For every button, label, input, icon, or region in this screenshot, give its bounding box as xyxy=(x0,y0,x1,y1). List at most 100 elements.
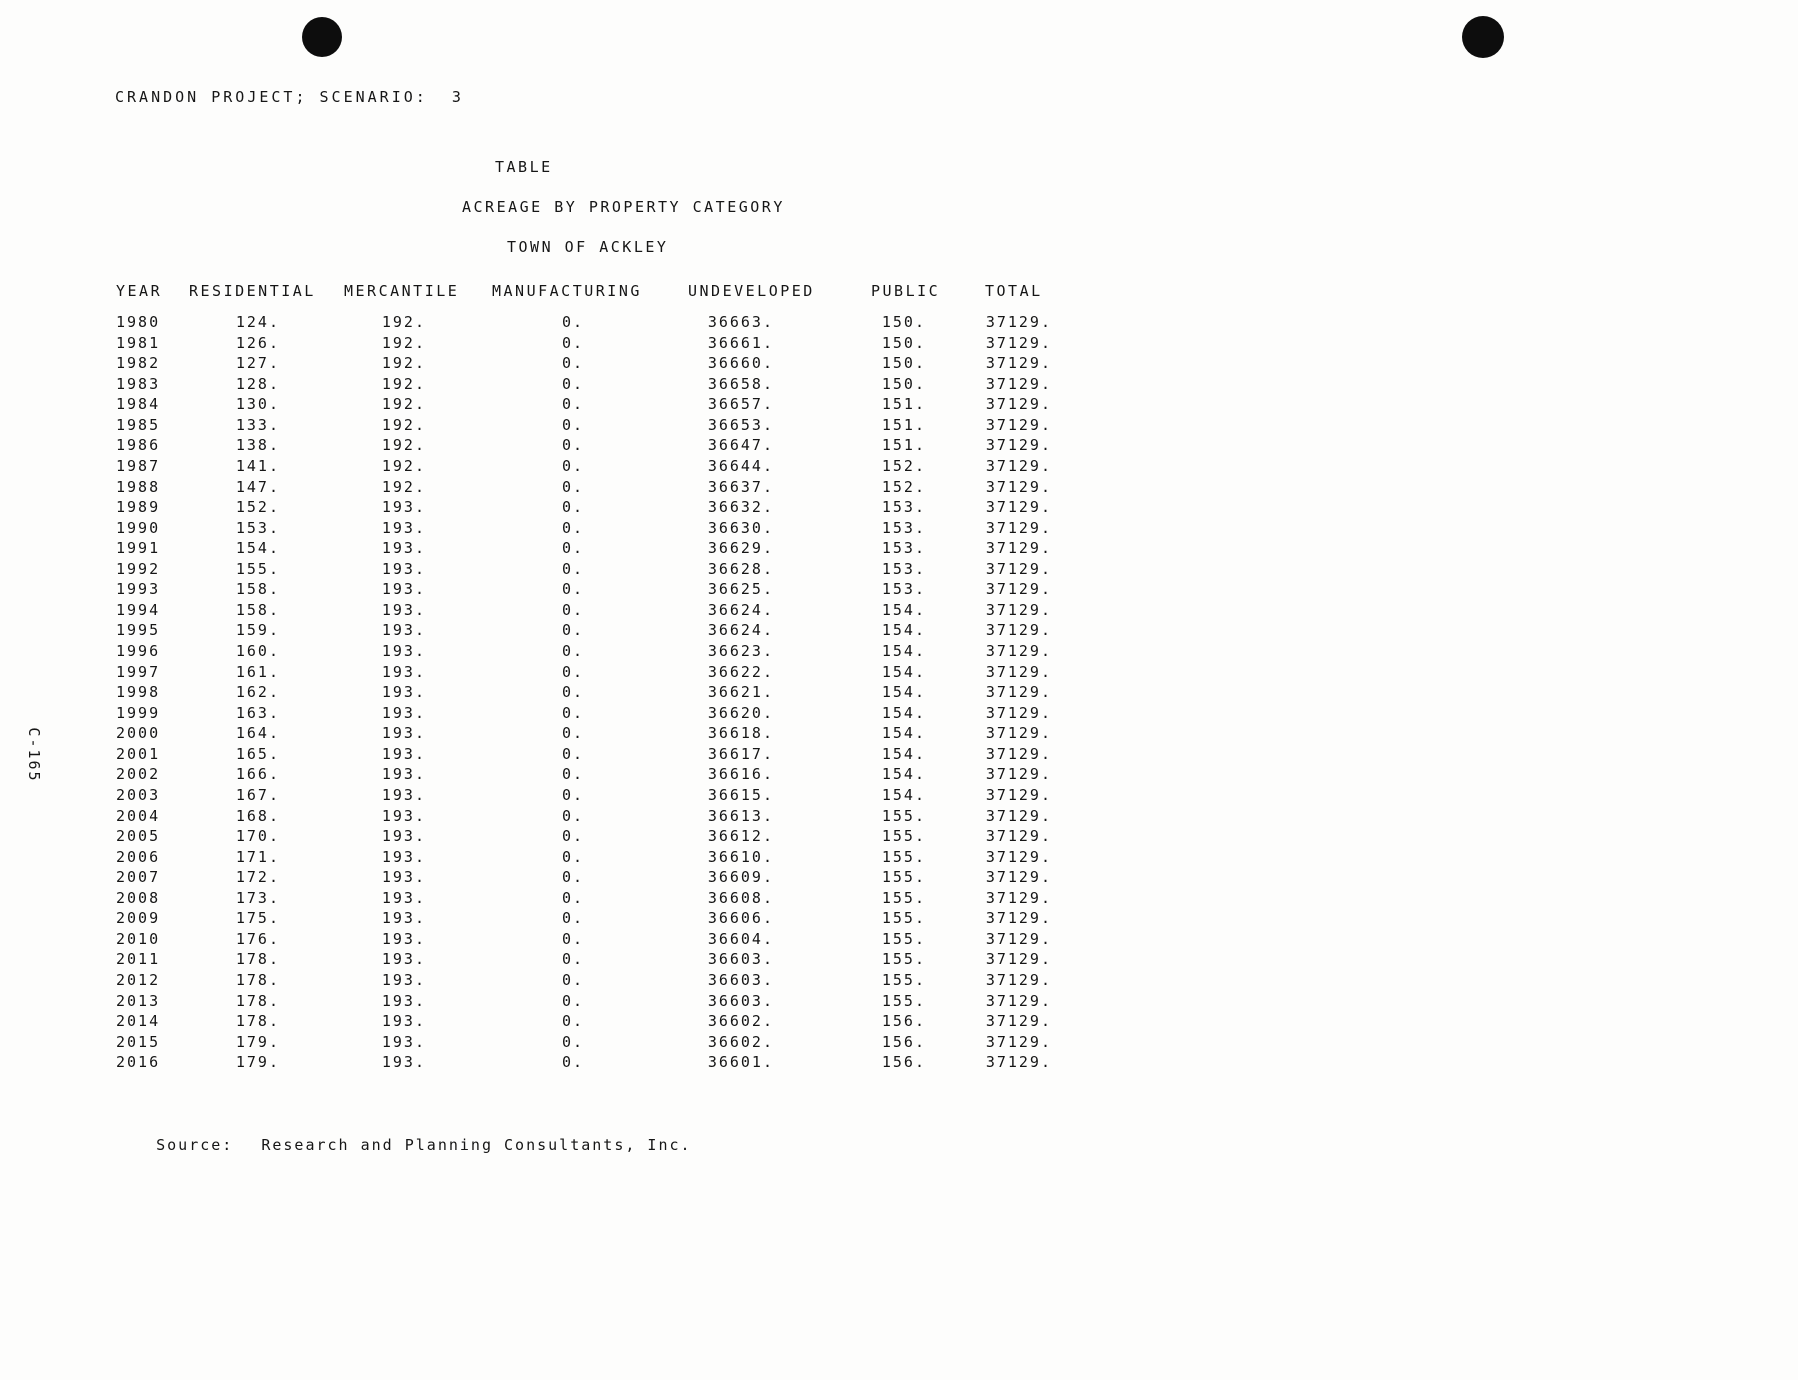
table-cell: 36632. xyxy=(707,498,774,517)
table-cell: 156. xyxy=(881,1012,926,1031)
table-row: 2014 178. 193. 0. 36602. 156. 37129. xyxy=(0,1011,1100,1032)
table-cell: 0. xyxy=(561,991,584,1010)
table-cell: 36615. xyxy=(707,785,774,804)
table-cell: 0. xyxy=(561,929,584,948)
table-cell: 37129. xyxy=(985,518,1052,537)
column-header-public: PUBLIC xyxy=(871,282,941,300)
table-cell: 0. xyxy=(561,313,584,331)
table-cell: 152. xyxy=(235,498,280,517)
table-cell: 0. xyxy=(561,559,584,578)
table-cell: 158. xyxy=(235,580,280,599)
table-cell: 158. xyxy=(235,600,280,619)
document-header-line: CRANDON PROJECT; SCENARIO: 3 xyxy=(115,88,464,106)
table-row: 1986 138. 192. 0. 36647. 151. 37129. xyxy=(0,435,1100,456)
table-cell: 162. xyxy=(235,683,280,702)
table-cell: 37129. xyxy=(985,806,1052,825)
table-cell: 0. xyxy=(561,354,584,373)
table-cell: 37129. xyxy=(985,971,1052,989)
table-cell: 155. xyxy=(881,929,926,948)
table-cell: 0. xyxy=(561,744,584,763)
table-cell: 37129. xyxy=(985,991,1052,1010)
table-cell: 37129. xyxy=(985,847,1052,866)
table-cell: 2000 xyxy=(116,724,161,743)
table-cell: 155. xyxy=(881,991,926,1010)
table-row: 1985 133. 192. 0. 36653. 151. 37129. xyxy=(0,415,1100,436)
table-cell: 153. xyxy=(235,518,280,537)
table-cell: 1989 xyxy=(116,498,161,517)
table-cell: 151. xyxy=(881,395,926,414)
column-header-mercantile: MERCANTILE xyxy=(344,282,460,300)
table-cell: 1999 xyxy=(116,703,161,722)
table-cell: 193. xyxy=(381,1012,426,1031)
table-cell: 36637. xyxy=(707,477,774,496)
table-cell: 193. xyxy=(381,971,426,989)
table-cell: 193. xyxy=(381,909,426,928)
table-cell: 2015 xyxy=(116,1032,161,1051)
table-cell: 0. xyxy=(561,703,584,722)
table-cell: 159. xyxy=(235,621,280,640)
table-cell: 126. xyxy=(235,333,280,352)
table-cell: 193. xyxy=(381,744,426,763)
table-cell: 36660. xyxy=(707,354,774,373)
table-cell: 36647. xyxy=(707,436,774,455)
table-cell: 37129. xyxy=(985,354,1052,373)
table-cell: 154. xyxy=(881,642,926,660)
table-cell: 36604. xyxy=(707,929,774,948)
table-cell: 2012 xyxy=(116,971,161,989)
table-cell: 36657. xyxy=(707,395,774,414)
table-cell: 2010 xyxy=(116,929,161,948)
table-cell: 37129. xyxy=(985,785,1052,804)
table-row: 2005 170. 193. 0. 36612. 155. 37129. xyxy=(0,826,1100,847)
table-cell: 178. xyxy=(235,950,280,969)
table-cell: 36630. xyxy=(707,518,774,537)
table-row: 2011 178. 193. 0. 36603. 155. 37129. xyxy=(0,949,1100,970)
table-cell: 147. xyxy=(235,477,280,496)
table-row: 2000 164. 193. 0. 36618. 154. 37129. xyxy=(0,723,1100,744)
table-cell: 178. xyxy=(235,991,280,1010)
table-cell: 193. xyxy=(381,498,426,517)
table-cell: 154. xyxy=(881,785,926,804)
table-cell: 36625. xyxy=(707,580,774,599)
table-cell: 151. xyxy=(881,415,926,434)
table-cell: 36608. xyxy=(707,888,774,907)
table-cell: 193. xyxy=(381,580,426,599)
table-cell: 155. xyxy=(881,971,926,989)
table-row: 1988 147. 192. 0. 36637. 152. 37129. xyxy=(0,477,1100,498)
column-header-undeveloped: UNDEVELOPED xyxy=(688,282,815,300)
table-cell: 37129. xyxy=(985,765,1052,784)
table-cell: 0. xyxy=(561,477,584,496)
table-cell: 193. xyxy=(381,1032,426,1051)
table-row: 2008 173. 193. 0. 36608. 155. 37129. xyxy=(0,888,1100,909)
table-cell: 37129. xyxy=(985,333,1052,352)
table-cell: 0. xyxy=(561,806,584,825)
table-cell: 37129. xyxy=(985,724,1052,743)
table-row: 2003 167. 193. 0. 36615. 154. 37129. xyxy=(0,785,1100,806)
punch-hole-mark-left xyxy=(302,17,342,57)
table-cell: 37129. xyxy=(985,868,1052,887)
table-cell: 151. xyxy=(881,436,926,455)
table-cell: 37129. xyxy=(985,621,1052,640)
table-cell: 0. xyxy=(561,847,584,866)
table-cell: 192. xyxy=(381,374,426,393)
source-label: Source: xyxy=(156,1136,234,1154)
column-header-year: YEAR xyxy=(116,282,163,300)
table-cell: 36603. xyxy=(707,971,774,989)
table-cell: 154. xyxy=(881,662,926,681)
table-cell: 193. xyxy=(381,642,426,660)
table-cell: 155. xyxy=(235,559,280,578)
table-row: 2015 179. 193. 0. 36602. 156. 37129. xyxy=(0,1032,1100,1053)
table-row: 2016 179. 193. 0. 36601. 156. 37129. xyxy=(0,1052,1100,1073)
table-cell: 179. xyxy=(235,1053,280,1072)
table-cell: 150. xyxy=(881,313,926,331)
table-cell: 0. xyxy=(561,415,584,434)
table-cell: 0. xyxy=(561,827,584,846)
table-cell: 153. xyxy=(881,580,926,599)
table-subtitle: TOWN OF ACKLEY xyxy=(507,238,669,256)
table-cell: 193. xyxy=(381,868,426,887)
table-cell: 0. xyxy=(561,600,584,619)
table-cell: 0. xyxy=(561,621,584,640)
table-cell: 193. xyxy=(381,703,426,722)
table-cell: 141. xyxy=(235,456,280,475)
table-cell: 37129. xyxy=(985,436,1052,455)
table-cell: 2008 xyxy=(116,888,161,907)
